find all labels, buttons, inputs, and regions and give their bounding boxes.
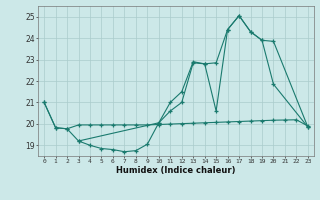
X-axis label: Humidex (Indice chaleur): Humidex (Indice chaleur) (116, 166, 236, 175)
